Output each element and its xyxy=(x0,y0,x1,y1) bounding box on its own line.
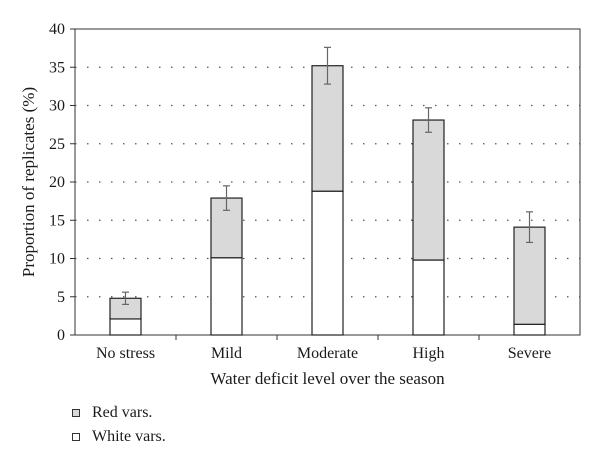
x-tick-label: Moderate xyxy=(297,345,358,362)
y-tick-label: 0 xyxy=(57,327,65,344)
bars xyxy=(109,65,546,336)
x-axis-ticks: No stress Mild Moderate High Severe xyxy=(96,335,551,362)
error-bars xyxy=(122,46,533,305)
y-tick-label: 15 xyxy=(49,212,65,229)
legend-item-white: White vars. xyxy=(72,428,166,446)
legend-label-white: White vars. xyxy=(92,428,166,445)
y-tick-label: 35 xyxy=(49,59,65,76)
y-tick-label: 10 xyxy=(49,251,65,268)
x-tick-label: Severe xyxy=(508,345,552,362)
y-tick-label: 40 xyxy=(49,21,65,38)
x-tick-label: High xyxy=(413,345,445,362)
x-tick-label: Mild xyxy=(211,345,242,362)
legend-label-red: Red vars. xyxy=(92,404,153,421)
gridlines xyxy=(75,66,580,298)
bar-segment xyxy=(513,323,546,336)
x-axis-title: Water deficit level over the season xyxy=(210,369,445,388)
legend-swatch-white xyxy=(72,433,80,441)
y-tick-label: 20 xyxy=(49,174,65,191)
y-tick-label: 25 xyxy=(49,136,65,153)
legend-swatch-red xyxy=(72,409,80,417)
bar-segment xyxy=(109,318,142,336)
legend-item-red: Red vars. xyxy=(72,404,152,422)
bar-segment xyxy=(513,226,546,325)
y-axis-title: Proportion of replicates (%) xyxy=(19,87,38,277)
y-tick-label: 5 xyxy=(57,289,65,306)
bar-segment xyxy=(311,190,344,336)
bar-segment xyxy=(412,259,445,336)
bar-segment xyxy=(412,119,445,261)
y-axis-ticks: 0 5 10 15 20 25 30 35 40 xyxy=(49,21,75,344)
bar-segment xyxy=(311,65,344,192)
x-tick-label: No stress xyxy=(96,345,155,362)
y-tick-label: 30 xyxy=(49,98,65,115)
bar-segment xyxy=(210,257,243,336)
